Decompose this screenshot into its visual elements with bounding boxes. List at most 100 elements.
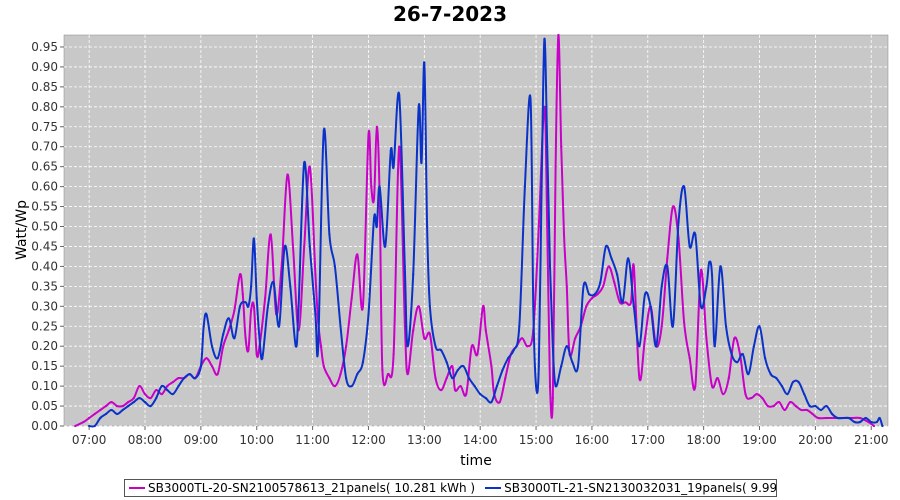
y-tick-label: 0.05 [31,399,58,413]
data-point [155,389,158,392]
data-point [683,321,686,324]
data-point [576,365,580,368]
data-point [255,353,258,356]
data-point [82,420,85,424]
data-point [859,420,862,424]
data-point [417,305,420,308]
data-point [233,309,236,312]
y-tick-label: 0.35 [31,279,58,293]
data-point [426,225,429,228]
data-point [526,345,529,348]
data-point [878,416,881,420]
data-point [599,281,602,284]
data-point [389,149,392,152]
data-point [370,185,373,188]
x-tick-label: 11:00 [295,433,330,447]
data-point [688,357,691,360]
data-point [286,173,289,176]
data-point [624,301,627,304]
data-point [104,405,107,408]
data-point [716,377,719,380]
data-point [205,313,208,316]
data-point [375,225,378,228]
data-point [462,365,465,368]
data-point [423,61,426,64]
data-point [116,405,119,408]
data-point [847,416,851,420]
x-tick-label: 18:00 [686,433,721,447]
data-point [825,416,828,420]
y-tick-label: 0.60 [31,180,58,194]
data-point [238,305,242,308]
data-point [688,245,691,248]
data-point [660,325,663,328]
data-point [412,273,415,276]
data-point [264,297,267,300]
data-point [752,345,756,348]
data-point [585,305,588,308]
data-point [143,401,147,404]
data-point [484,397,487,400]
data-point [328,377,331,380]
y-tick-label: 0.85 [31,80,58,94]
data-point [127,405,130,408]
data-point [372,217,376,220]
data-point [132,397,135,400]
data-point [881,424,884,428]
x-tick-label: 08:00 [128,433,163,447]
x-tick-label: 10:00 [239,433,274,447]
y-axis-ticks: 0.00 0.05 0.10 0.15 0.20 0.25 0.30 0.35 0.40 0.45… [31,40,64,433]
legend: SB3000TL-20-SN2100578613_21panels( 10.28… [124,479,777,497]
data-point [99,416,102,420]
data-point [465,393,468,396]
data-point [708,261,711,264]
y-tick-label: 0.90 [31,60,58,74]
data-point [733,337,736,340]
data-point [345,345,348,348]
data-point [791,381,795,384]
data-point [616,273,619,276]
data-point [476,353,479,356]
data-point [736,361,739,364]
data-point [786,393,789,396]
data-point [490,365,493,368]
data-point [177,385,180,388]
data-point [361,361,364,364]
data-point [291,245,295,248]
data-point [649,305,652,308]
data-point [764,357,767,360]
data-point [769,373,772,376]
data-point [210,365,214,368]
data-point [278,325,281,328]
data-point [222,345,225,348]
x-tick-label: 14:00 [463,433,498,447]
data-point [454,389,457,392]
x-tick-label: 16:00 [575,433,610,447]
data-point [772,405,775,408]
y-tick-label: 0.70 [31,140,58,154]
data-point [227,329,230,332]
data-point [797,381,800,384]
data-point [266,305,269,308]
data-point [805,408,809,412]
data-point [551,397,554,400]
data-point [783,408,786,412]
data-point [643,293,647,296]
data-point [870,420,873,424]
data-point [88,424,91,428]
data-point [417,105,420,108]
data-point [216,373,219,376]
x-axis-ticks: 07:00 08:00 09:00 10:00 11:00 12:00 13:00 14:00… [72,426,889,447]
data-point [445,377,448,380]
data-point [160,385,163,388]
data-point [392,353,395,356]
data-point [727,377,730,380]
data-point [244,301,247,304]
data-point [361,305,364,308]
data-point [93,412,96,416]
data-point [121,408,124,412]
data-point [758,325,761,328]
data-point [244,337,247,340]
data-point [507,357,510,360]
data-point [761,397,764,400]
